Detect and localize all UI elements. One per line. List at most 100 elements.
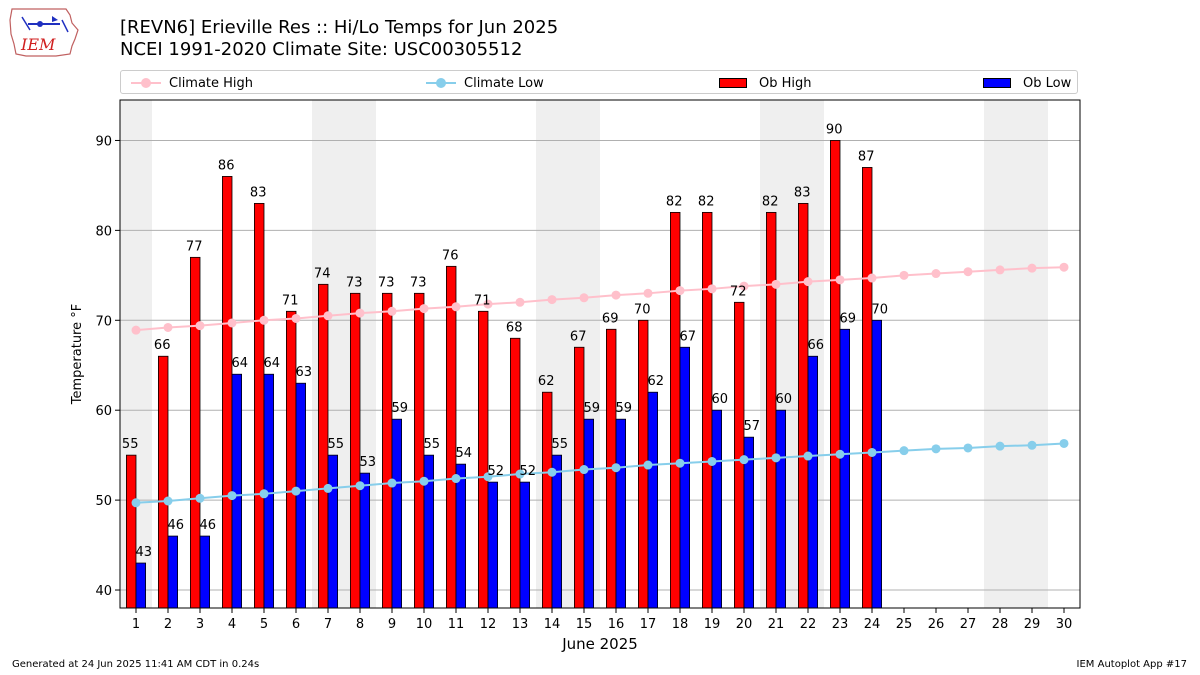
y-axis-label: Temperature °F bbox=[70, 304, 85, 405]
climate-high-point bbox=[259, 315, 269, 325]
climate-low-point bbox=[547, 467, 557, 477]
legend-item-ob-low: Ob Low bbox=[983, 74, 1071, 92]
ob-low-label: 53 bbox=[360, 455, 377, 470]
ob-low-bar bbox=[199, 535, 211, 609]
y-tick-label: 80 bbox=[95, 224, 112, 239]
legend-label-climate-low: Climate Low bbox=[464, 75, 544, 91]
ob-low-label: 60 bbox=[712, 392, 729, 407]
y-tick-label: 40 bbox=[95, 584, 112, 599]
ob-high-bar bbox=[798, 202, 809, 609]
ob-high-bar bbox=[574, 346, 585, 609]
climate-low-point bbox=[899, 446, 909, 456]
ob-high-label: 86 bbox=[218, 158, 235, 173]
climate-high-point bbox=[963, 267, 973, 277]
ob-high-label: 62 bbox=[538, 374, 555, 389]
ob-low-label: 57 bbox=[744, 419, 761, 434]
ob-low-label: 70 bbox=[872, 302, 889, 317]
climate-low-point bbox=[611, 463, 621, 473]
climate-high-point bbox=[771, 279, 781, 289]
ob-low-bar bbox=[839, 328, 851, 609]
x-tick-label: 16 bbox=[608, 617, 625, 632]
ob-low-label: 59 bbox=[584, 401, 601, 416]
ob-low-label: 64 bbox=[232, 356, 249, 371]
climate-high-point bbox=[611, 290, 621, 300]
climate-high-point bbox=[515, 297, 525, 307]
x-tick-label: 24 bbox=[864, 617, 881, 632]
ob-high-label: 74 bbox=[314, 266, 331, 281]
ob-low-bar bbox=[295, 382, 307, 609]
x-tick-label: 22 bbox=[800, 617, 817, 632]
ob-high-label: 72 bbox=[730, 284, 747, 299]
ob-high-bar bbox=[702, 211, 713, 609]
climate-low-point bbox=[419, 476, 429, 486]
x-tick-label: 27 bbox=[960, 617, 977, 632]
ob-low-label: 62 bbox=[648, 374, 665, 389]
ob-high-label: 82 bbox=[698, 194, 715, 209]
weekend-band bbox=[984, 100, 1016, 608]
climate-high-point bbox=[1027, 263, 1037, 273]
ob-high-bar bbox=[766, 211, 777, 609]
x-tick-label: 13 bbox=[512, 617, 529, 632]
ob-low-bar bbox=[391, 418, 403, 609]
climate-low-point bbox=[579, 465, 589, 475]
iem-logo: IEM bbox=[8, 6, 82, 62]
x-tick-label: 5 bbox=[260, 617, 268, 632]
climate-low-point bbox=[707, 456, 717, 466]
app-credit: IEM Autoplot App #17 bbox=[1076, 659, 1187, 670]
y-tick-label: 90 bbox=[95, 134, 112, 149]
ob-high-bar bbox=[670, 211, 681, 609]
ob-low-label: 55 bbox=[424, 437, 441, 452]
y-tick-label: 50 bbox=[95, 494, 112, 509]
x-tick-label: 17 bbox=[640, 617, 657, 632]
climate-low-point bbox=[195, 493, 205, 503]
logo-text: IEM bbox=[20, 35, 56, 54]
y-tick-label: 70 bbox=[95, 314, 112, 329]
ob-low-label: 55 bbox=[552, 437, 569, 452]
ob-high-label: 71 bbox=[282, 293, 299, 308]
climate-low-point bbox=[323, 483, 333, 493]
ob-high-label: 83 bbox=[250, 185, 267, 200]
climate-high-point bbox=[483, 299, 493, 309]
ob-low-label: 67 bbox=[680, 329, 697, 344]
climate-low-point bbox=[1027, 440, 1037, 450]
ob-high-label: 77 bbox=[186, 239, 203, 254]
ob-low-label: 46 bbox=[168, 518, 185, 533]
x-tick-label: 20 bbox=[736, 617, 753, 632]
climate-high-line bbox=[135, 266, 1065, 332]
ob-low-label: 66 bbox=[808, 338, 825, 353]
x-tick-label: 2 bbox=[164, 617, 172, 632]
ob-low-swatch bbox=[983, 78, 1011, 88]
climate-high-point bbox=[643, 288, 653, 298]
ob-high-bar bbox=[830, 140, 841, 609]
ob-high-label: 76 bbox=[442, 248, 459, 263]
ob-low-label: 59 bbox=[616, 401, 633, 416]
ob-low-label: 55 bbox=[328, 437, 345, 452]
legend-item-climate-low: Climate Low bbox=[426, 74, 544, 92]
ob-low-bar bbox=[711, 409, 723, 609]
x-tick-label: 3 bbox=[196, 617, 204, 632]
ob-low-bar bbox=[455, 463, 467, 609]
ob-high-label: 66 bbox=[154, 338, 171, 353]
climate-low-point bbox=[739, 455, 749, 465]
ob-high-bar bbox=[126, 454, 137, 609]
climate-low-point bbox=[483, 472, 493, 482]
climate-high-point bbox=[291, 313, 301, 323]
climate-high-point bbox=[355, 308, 365, 318]
x-tick-label: 18 bbox=[672, 617, 689, 632]
ob-low-label: 63 bbox=[296, 365, 313, 380]
ob-high-bar bbox=[381, 292, 393, 609]
ob-high-bar bbox=[477, 310, 489, 609]
ob-low-bar bbox=[615, 418, 627, 609]
ob-high-bar bbox=[285, 310, 297, 609]
ob-high-label: 73 bbox=[378, 275, 395, 290]
ob-low-label: 59 bbox=[392, 401, 409, 416]
climate-low-point bbox=[867, 447, 877, 457]
legend-label-ob-high: Ob High bbox=[759, 75, 812, 91]
ob-low-label: 52 bbox=[520, 464, 537, 479]
generated-timestamp: Generated at 24 Jun 2025 11:41 AM CDT in… bbox=[12, 659, 260, 670]
ob-high-bar bbox=[253, 202, 265, 609]
climate-high-point bbox=[227, 318, 237, 328]
x-tick-label: 7 bbox=[324, 617, 332, 632]
climate-low-point bbox=[835, 449, 845, 459]
x-tick-label: 21 bbox=[768, 617, 785, 632]
